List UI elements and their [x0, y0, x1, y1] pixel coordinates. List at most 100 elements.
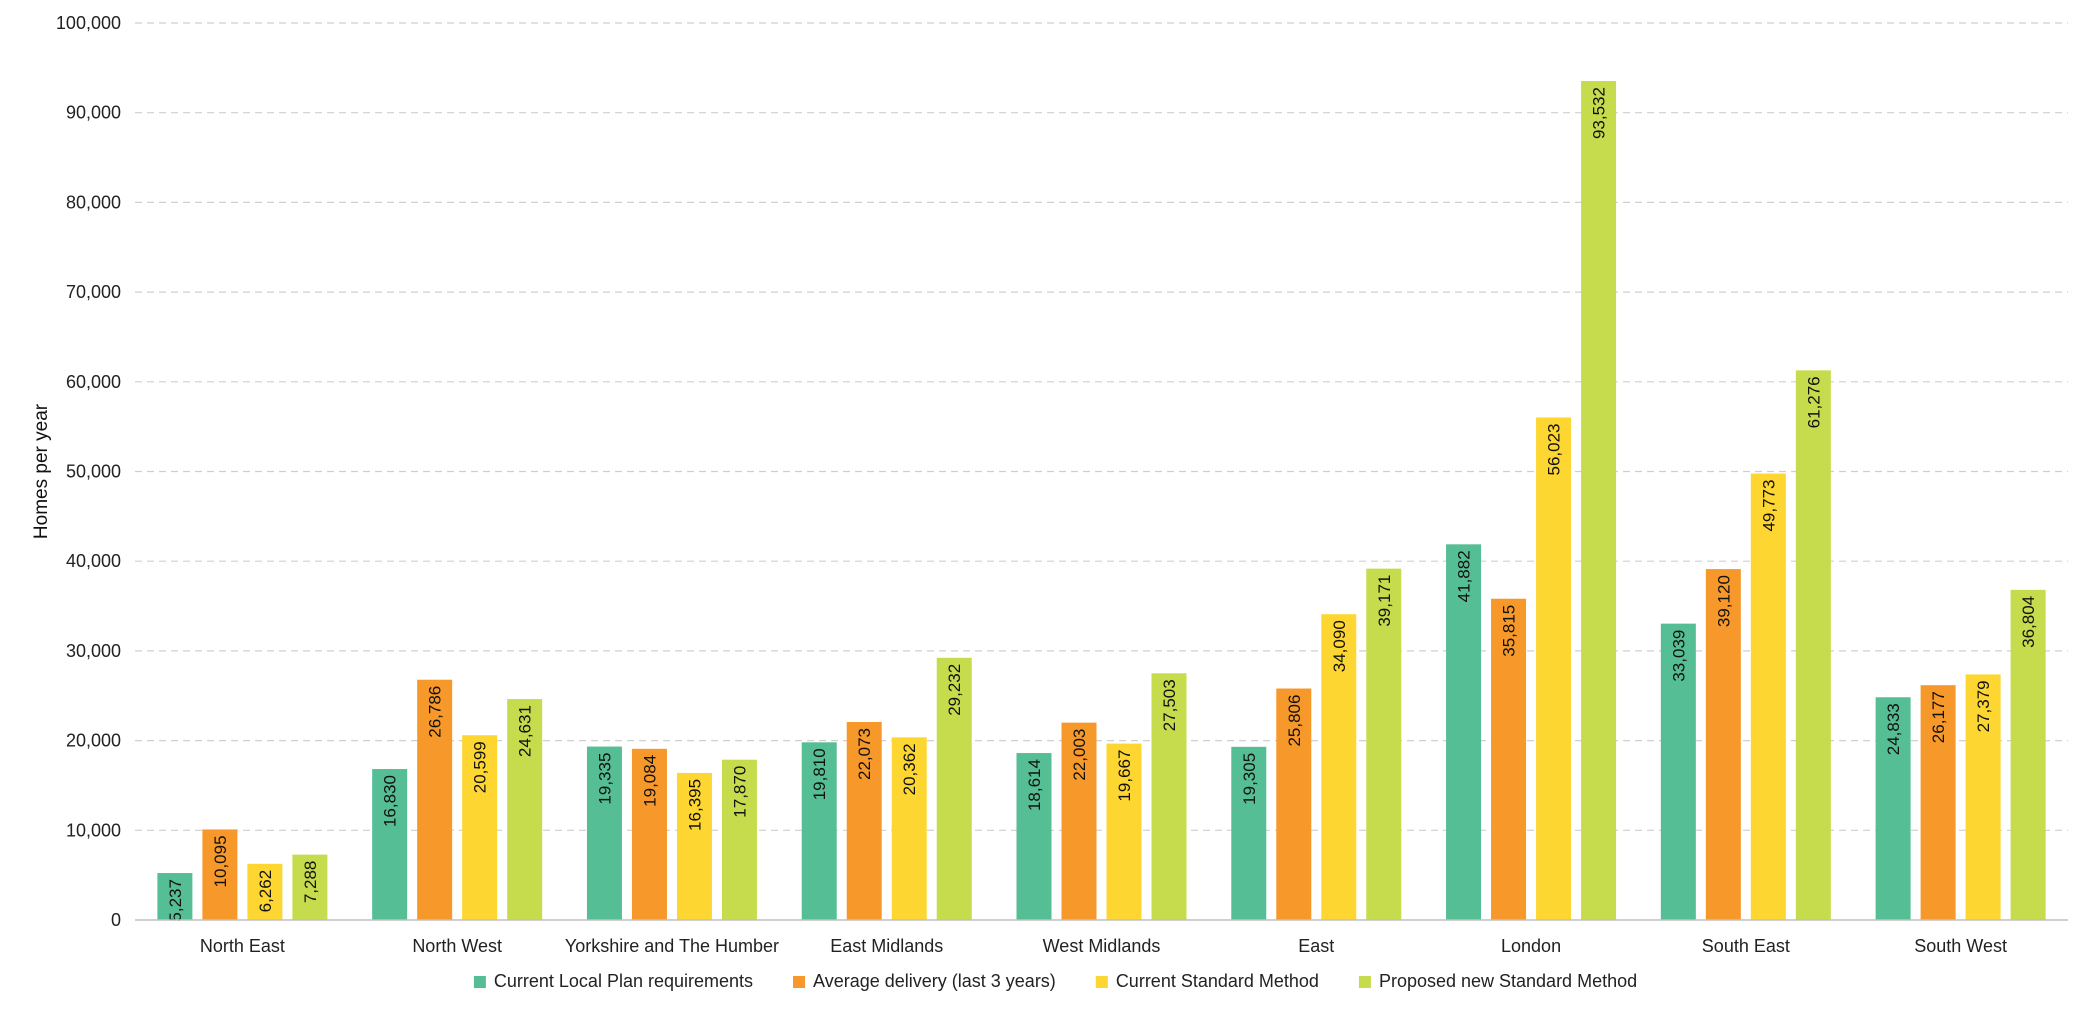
data-label: 5,237 — [166, 879, 185, 922]
legend-swatch — [473, 976, 486, 988]
y-tick-label: 70,000 — [66, 282, 121, 302]
x-axis-ticks: North East North West Yorkshire and The Hu… — [200, 936, 2007, 956]
data-label: 10,095 — [211, 835, 230, 887]
bar — [1366, 568, 1402, 920]
legend-label: Average delivery (last 3 years) — [813, 971, 1056, 991]
bar — [462, 735, 498, 920]
bar — [2010, 589, 2046, 920]
data-label: 19,084 — [640, 755, 659, 807]
data-labels: 5,237 10,095 6,262 7,288 16,830 26,786 20,599 2… — [166, 87, 2038, 922]
bar — [846, 722, 882, 920]
bar — [721, 759, 757, 920]
data-label: 49,773 — [1759, 480, 1778, 532]
legend-item: Current Standard Method — [1095, 971, 1319, 991]
bar — [247, 863, 283, 920]
data-label: 17,870 — [730, 766, 749, 818]
bar — [1875, 697, 1911, 920]
data-label: 19,305 — [1240, 753, 1259, 805]
bar — [1321, 614, 1357, 920]
bar — [1536, 417, 1572, 920]
bar — [1016, 753, 1052, 920]
data-label: 41,882 — [1455, 550, 1474, 602]
x-tick-label: West Midlands — [1043, 936, 1161, 956]
data-label: 39,120 — [1714, 575, 1733, 627]
bar — [1965, 674, 2001, 920]
x-tick-label: North West — [412, 936, 502, 956]
bar — [676, 772, 712, 920]
bar — [801, 742, 837, 920]
data-label: 33,039 — [1669, 630, 1688, 682]
legend-label: Current Standard Method — [1116, 971, 1319, 991]
bar — [417, 679, 453, 920]
data-label: 27,503 — [1160, 679, 1179, 731]
data-label: 25,806 — [1285, 695, 1304, 747]
data-label: 56,023 — [1545, 423, 1564, 475]
bars — [157, 81, 2046, 921]
bar — [372, 769, 408, 920]
y-axis-title: Homes per year — [31, 403, 52, 539]
bar — [1491, 598, 1527, 920]
bar — [1276, 688, 1312, 920]
bar — [1106, 743, 1142, 920]
y-tick-label: 20,000 — [66, 731, 121, 751]
data-label: 39,171 — [1375, 575, 1394, 627]
legend-item: Proposed new Standard Method — [1358, 971, 1637, 991]
x-tick-label: South East — [1702, 936, 1790, 956]
data-label: 26,786 — [426, 686, 445, 738]
y-axis-ticks: 0 10,000 20,000 30,000 40,000 50,000 60,000 70,… — [56, 13, 121, 930]
y-tick-label: 60,000 — [66, 372, 121, 392]
bar — [586, 746, 622, 920]
bar — [1231, 746, 1267, 920]
bar — [202, 829, 238, 920]
data-label: 7,288 — [301, 861, 320, 904]
y-tick-label: 80,000 — [66, 192, 121, 212]
bar — [1795, 370, 1831, 921]
data-label: 16,395 — [685, 779, 704, 831]
y-tick-label: 0 — [111, 910, 121, 930]
data-label: 61,276 — [1804, 376, 1823, 428]
data-label: 22,003 — [1070, 729, 1089, 781]
y-tick-label: 40,000 — [66, 551, 121, 571]
bar — [936, 657, 972, 920]
data-label: 20,599 — [471, 741, 490, 793]
x-tick-label: North East — [200, 936, 285, 956]
legend-item: Current Local Plan requirements — [473, 971, 753, 991]
y-tick-label: 10,000 — [66, 820, 121, 840]
y-tick-label: 90,000 — [66, 103, 121, 123]
bar — [157, 873, 193, 920]
data-label: 19,667 — [1115, 750, 1134, 802]
gridlines — [135, 22, 2068, 831]
data-label: 22,073 — [855, 728, 874, 780]
bar — [1446, 544, 1482, 920]
y-tick-label: 100,000 — [56, 13, 121, 33]
x-tick-label: South West — [1914, 936, 2007, 956]
data-label: 20,362 — [900, 743, 919, 795]
data-label: 29,232 — [945, 664, 964, 716]
data-label: 26,177 — [1929, 691, 1948, 743]
data-label: 19,335 — [595, 753, 614, 805]
data-label: 35,815 — [1500, 605, 1519, 657]
data-label: 19,810 — [810, 748, 829, 800]
x-tick-label: East — [1298, 936, 1334, 956]
data-label: 36,804 — [2019, 596, 2038, 648]
legend-label: Current Local Plan requirements — [494, 971, 753, 991]
legend-item: Average delivery (last 3 years) — [793, 971, 1056, 991]
data-label: 24,631 — [516, 705, 535, 757]
data-label: 18,614 — [1025, 759, 1044, 811]
y-tick-label: 30,000 — [66, 641, 121, 661]
legend-swatch — [793, 976, 806, 988]
data-label: 16,830 — [381, 775, 400, 827]
bar — [1581, 81, 1617, 921]
legend-swatch — [1358, 976, 1371, 988]
bar — [1151, 673, 1187, 920]
bar — [1920, 685, 1956, 920]
bar — [1061, 722, 1097, 920]
legend-label: Proposed new Standard Method — [1379, 971, 1637, 991]
bar — [1705, 569, 1741, 920]
x-tick-label: London — [1501, 936, 1561, 956]
x-tick-label: East Midlands — [830, 936, 943, 956]
data-label: 34,090 — [1330, 620, 1349, 672]
data-label: 6,262 — [256, 870, 275, 913]
bar — [1660, 623, 1696, 920]
